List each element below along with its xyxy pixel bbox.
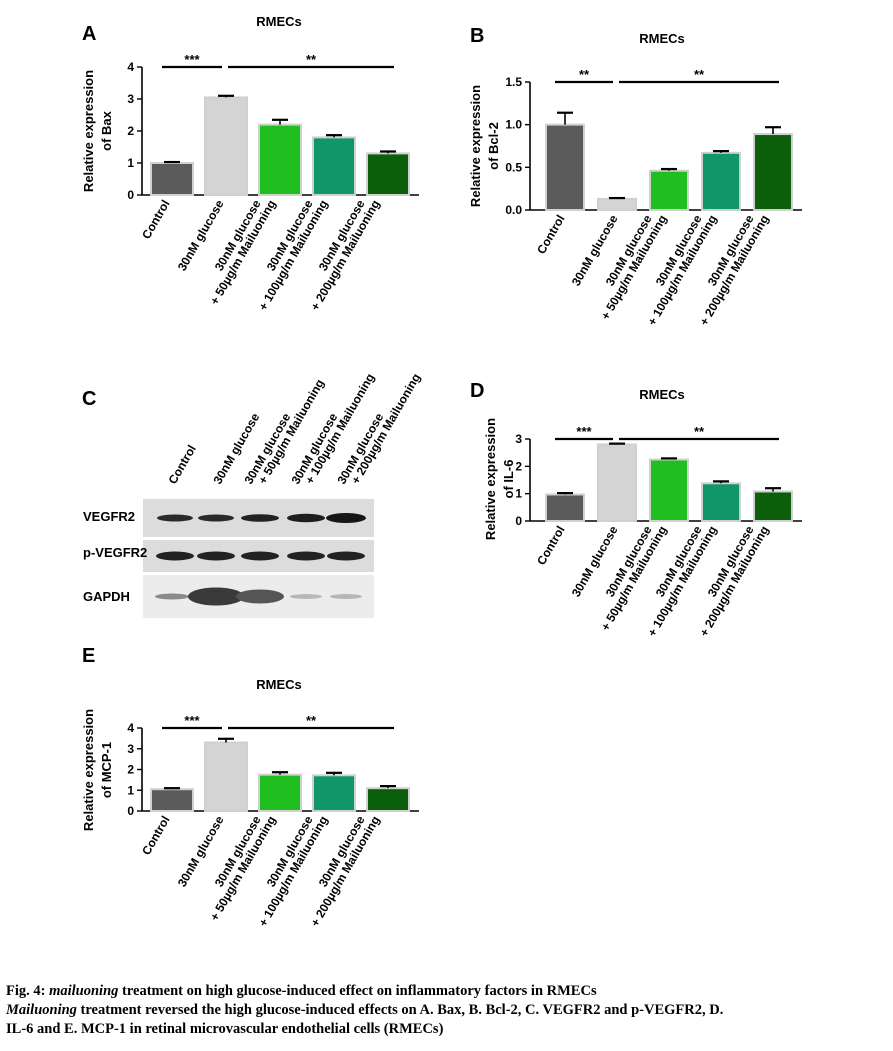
y-tick-label: 4: [127, 60, 134, 74]
y-axis-label: Relative expression: [81, 709, 96, 831]
blot-band: [197, 551, 235, 561]
blot-band: [155, 593, 189, 600]
bar: [545, 123, 585, 211]
y-tick-label: 0: [127, 188, 134, 202]
blot-band: [236, 589, 284, 604]
y-axis-label: Relative expression: [483, 418, 498, 540]
caption-line-2: Mailuoning treatment reversed the high g…: [6, 1001, 888, 1020]
blot-band: [198, 514, 234, 522]
y-tick-label: 0.5: [505, 160, 522, 174]
figure-caption: Fig. 4: mailuoning treatment on high glu…: [6, 982, 888, 1039]
y-axis-label: of MCP-1: [99, 742, 114, 798]
y-tick-label: 3: [127, 92, 134, 106]
blot-band: [330, 594, 362, 599]
bar: [312, 774, 356, 812]
blot-band: [290, 594, 322, 599]
x-category-label: Control: [139, 198, 172, 242]
bar: [366, 152, 410, 196]
blot-band: [157, 514, 193, 522]
bar: [597, 197, 637, 211]
blot-band: [287, 513, 325, 523]
y-tick-label: 0: [515, 514, 522, 528]
bar: [753, 133, 793, 211]
bar: [366, 787, 410, 812]
y-tick-label: 0: [127, 804, 134, 818]
y-tick-label: 2: [515, 459, 522, 473]
blot-band: [327, 551, 365, 561]
y-axis-label: of IL-6: [501, 460, 516, 499]
blot-row-label: p-VEGFR2: [83, 545, 147, 560]
bar: [204, 96, 248, 196]
bar: [545, 493, 585, 522]
significance-label: **: [579, 67, 590, 82]
bar: [701, 151, 741, 211]
bar: [753, 490, 793, 523]
y-tick-label: 4: [127, 721, 134, 735]
chart-title: RMECs: [639, 387, 685, 402]
y-axis-label: of Bax: [99, 110, 114, 151]
y-tick-label: 1: [127, 783, 134, 797]
chart-title: RMECs: [256, 14, 302, 29]
panel-label-E: E: [82, 645, 95, 667]
blot-row-label: VEGFR2: [83, 509, 135, 524]
caption-text-2: treatment reversed the high glucose-indu…: [76, 1002, 724, 1018]
blot-band: [326, 513, 366, 523]
x-category-label: Control: [139, 814, 172, 858]
blot-band: [241, 514, 279, 522]
y-tick-label: 3: [127, 742, 134, 756]
panel-label-B: B: [470, 25, 484, 47]
significance-label: **: [694, 424, 705, 439]
bar: [597, 443, 637, 523]
bar: [258, 773, 302, 812]
caption-italic-1: mailuoning: [49, 983, 119, 999]
caption-italic-2: Mailuoning: [6, 1002, 77, 1018]
bar: [649, 169, 689, 212]
bar: [649, 458, 689, 522]
panel-label-A: A: [82, 23, 96, 45]
y-tick-label: 2: [127, 763, 134, 777]
bar: [312, 136, 356, 196]
caption-prefix: Fig. 4:: [6, 983, 50, 999]
y-tick-label: 1.0: [505, 118, 522, 132]
bar: [150, 788, 194, 813]
significance-label: ***: [184, 713, 200, 728]
caption-line-1: Fig. 4: mailuoning treatment on high glu…: [6, 982, 888, 1001]
chart-title: RMECs: [639, 31, 685, 46]
y-tick-label: 1.5: [505, 75, 522, 89]
y-tick-label: 1: [515, 487, 522, 501]
y-tick-label: 0.0: [505, 203, 522, 217]
blot-band: [287, 551, 325, 561]
y-axis-label: Relative expression: [81, 70, 96, 192]
blot-lane-label: Control: [165, 443, 198, 487]
bar: [258, 123, 302, 196]
y-tick-label: 3: [515, 432, 522, 446]
blot-band: [188, 587, 244, 606]
significance-label: **: [306, 52, 317, 67]
significance-label: **: [694, 67, 705, 82]
blot-row-label: GAPDH: [83, 589, 130, 604]
bar: [150, 162, 194, 196]
blot-band: [156, 551, 194, 561]
x-category-label: Control: [534, 524, 567, 568]
caption-line-3: IL-6 and E. MCP-1 in retinal microvascul…: [6, 1021, 444, 1037]
chart-title: RMECs: [256, 677, 302, 692]
y-tick-label: 2: [127, 124, 134, 138]
panel-label-C: C: [82, 388, 96, 410]
significance-label: **: [306, 713, 317, 728]
x-category-label: Control: [534, 213, 567, 257]
blot-band: [241, 551, 279, 561]
panel-label-D: D: [470, 380, 484, 402]
caption-text-1: treatment on high glucose-induced effect…: [118, 983, 597, 999]
bar: [701, 482, 741, 522]
significance-label: ***: [184, 52, 200, 67]
bar: [204, 741, 248, 813]
y-axis-label: Relative expression: [468, 85, 483, 207]
y-tick-label: 1: [127, 156, 134, 170]
significance-label: ***: [576, 424, 592, 439]
y-axis-label: of Bcl-2: [486, 122, 501, 170]
